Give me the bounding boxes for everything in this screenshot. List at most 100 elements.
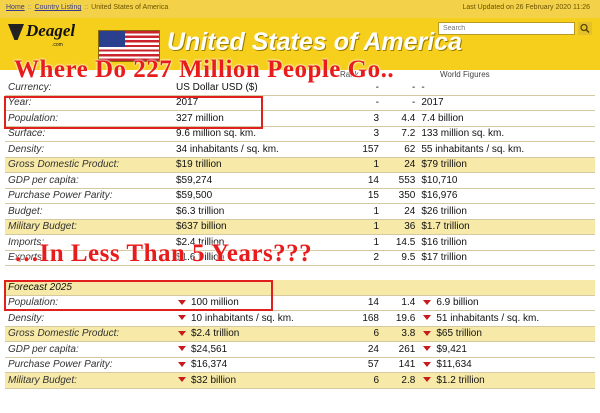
row-rank-text: - xyxy=(375,97,379,109)
row-value-text: $2.4 trillion xyxy=(191,328,240,340)
row-rank-text: 24 xyxy=(367,343,379,355)
stats-row: GDP per capita: $24,561 24 261 $9,421 xyxy=(5,341,595,358)
row-world: - xyxy=(418,80,595,96)
row-label-text: Density: xyxy=(8,143,45,155)
row-rank: 3 xyxy=(349,110,382,127)
highlight-box-current xyxy=(4,96,263,129)
row-ratio: 24 xyxy=(382,157,419,173)
row-label: Imports: xyxy=(5,234,173,251)
row-label: Exports: xyxy=(5,250,173,266)
row-rank-text: 14 xyxy=(367,174,379,186)
row-rank: 2 xyxy=(349,250,382,266)
row-world: 51 inhabitants / sq. km. xyxy=(418,310,595,327)
row-rank: 57 xyxy=(349,357,382,373)
logo-tld: .com xyxy=(52,42,63,48)
decrease-arrow-icon xyxy=(423,315,432,321)
breadcrumb-country-listing-link[interactable]: Country Listing xyxy=(34,4,82,11)
stats-row: Imports: $2.4 trillion 1 14.5 $16 trillion xyxy=(5,234,595,251)
row-label-text: Budget: xyxy=(8,205,43,217)
row-world: $9,421 xyxy=(418,341,595,358)
row-world-text: 2017 xyxy=(421,97,444,109)
row-world-text: $17 trillion xyxy=(421,252,467,264)
row-ratio: 261 xyxy=(382,341,419,358)
highlight-box-forecast xyxy=(4,280,273,311)
row-rank: 14 xyxy=(349,172,382,189)
row-world-text: 51 inhabitants / sq. km. xyxy=(436,312,540,324)
row-world-text: 7.4 billion xyxy=(421,112,464,124)
row-ratio-text: 2.8 xyxy=(401,374,416,386)
column-header-rank: Rank xyxy=(340,70,359,79)
row-ratio-text: 36 xyxy=(404,221,416,233)
row-rank: 6 xyxy=(349,326,382,342)
row-ratio: 14.5 xyxy=(382,234,419,251)
row-ratio: 24 xyxy=(382,203,419,220)
row-label: Purchase Power Parity: xyxy=(5,357,173,373)
row-value: US Dollar USD ($) xyxy=(173,80,350,96)
row-ratio-text: - xyxy=(411,97,416,109)
row-world: $1.7 trillion xyxy=(418,219,595,235)
row-value-text: $637 billion xyxy=(176,221,227,233)
decrease-arrow-icon xyxy=(423,330,432,336)
row-ratio-text: 4.4 xyxy=(401,112,416,124)
row-ratio: - xyxy=(382,80,419,96)
row-world: $26 trillion xyxy=(418,203,595,220)
row-value-text: 100 million xyxy=(191,297,239,309)
row-rank-text: 15 xyxy=(367,190,379,202)
row-value-text: $24,561 xyxy=(191,343,228,355)
row-label-text: Population: xyxy=(8,297,59,309)
row-world-text: $1.7 trillion xyxy=(421,221,470,233)
row-label-text: GDP per capita: xyxy=(8,174,79,186)
row-rank-text: - xyxy=(375,81,379,93)
row-ratio: 3.8 xyxy=(382,326,419,342)
row-value: $2.4 trillion xyxy=(173,326,350,342)
row-world: 6.9 billion xyxy=(418,295,595,311)
deagel-logo[interactable]: Deagel .com xyxy=(8,21,86,48)
stats-row: Military Budget: $32 billion 6 2.8 $1.2 tril… xyxy=(5,372,595,389)
row-label-text: Currency: xyxy=(8,81,52,93)
row-world: 2017 xyxy=(418,95,595,111)
row-world: $79 trillion xyxy=(418,157,595,173)
row-value-text: 10 inhabitants / sq. km. xyxy=(191,312,294,324)
row-ratio: 9.5 xyxy=(382,250,419,266)
row-ratio-text: 9.5 xyxy=(401,252,416,264)
breadcrumb-home-link[interactable]: Home xyxy=(6,4,25,11)
row-world-text: - xyxy=(421,81,425,93)
row-label-text: Exports: xyxy=(8,252,45,264)
search-icon xyxy=(580,23,590,34)
row-label: Year: xyxy=(5,95,173,111)
decrease-arrow-icon xyxy=(178,315,186,321)
row-label: Density: xyxy=(5,141,173,158)
row-label-text: Gross Domestic Product: xyxy=(8,159,120,171)
row-ratio-text: 19.6 xyxy=(395,312,416,324)
row-label: Surface: xyxy=(5,126,173,142)
row-value: $2.4 trillion xyxy=(173,234,350,251)
forecast-header-row: Forecast 2025 xyxy=(5,280,595,296)
row-ratio: 1.4 xyxy=(382,295,419,311)
row-world-text: $1.2 trillion xyxy=(436,374,485,386)
row-value-text: $19 trillion xyxy=(176,159,222,171)
row-world-text: $10,710 xyxy=(421,174,458,186)
row-rank-text: 157 xyxy=(362,143,379,155)
logo-wordmark: Deagel xyxy=(26,21,76,40)
row-value: $24,561 xyxy=(173,341,350,358)
row-world: 7.4 billion xyxy=(418,110,595,127)
row-value: $1.6 trillion xyxy=(173,250,350,266)
row-value-text: $59,274 xyxy=(176,174,213,186)
row-ratio: 141 xyxy=(382,357,419,373)
breadcrumb: Home:: Country Listing:: United States of … xyxy=(6,4,169,11)
row-rank-text: 3 xyxy=(373,112,379,124)
row-rank-text: 1 xyxy=(373,236,379,248)
stats-row: Purchase Power Parity: $16,374 57 141 $11,63… xyxy=(5,357,595,373)
row-label: Purchase Power Parity: xyxy=(5,188,173,204)
row-world-text: $16 trillion xyxy=(421,236,467,248)
row-ratio-text: 553 xyxy=(398,174,416,186)
row-label: Military Budget: xyxy=(5,372,173,389)
row-rank: 14 xyxy=(349,295,382,311)
row-label-text: Year: xyxy=(8,97,32,109)
row-world: $65 trillion xyxy=(418,326,595,342)
row-ratio-text: 7.2 xyxy=(401,128,416,140)
row-label-text: Gross Domestic Product: xyxy=(8,328,120,340)
row-rank: 1 xyxy=(349,219,382,235)
search-input[interactable] xyxy=(438,22,575,35)
search-button[interactable] xyxy=(578,22,592,35)
